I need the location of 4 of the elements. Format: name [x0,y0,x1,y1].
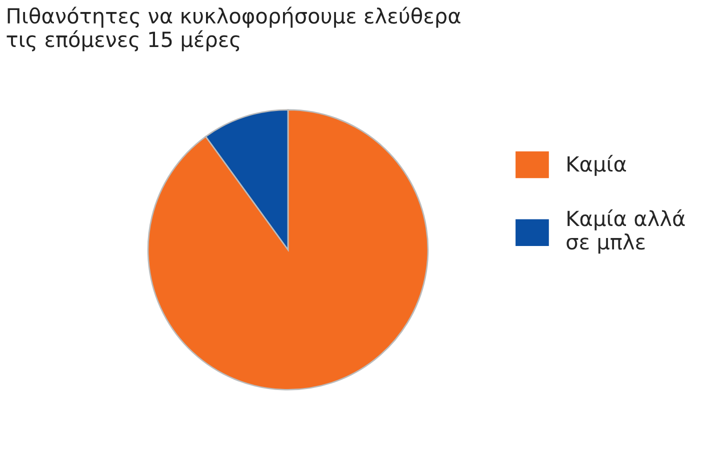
legend-label: Καμία αλλά σε μπλε [566,209,685,254]
chart-title: Πιθανότητες να κυκλοφορήσουμε ελεύθερα τις επόμενες 15 μέρες [6,6,460,52]
pie-slice [147,109,429,390]
legend-label: Καμία [568,154,626,176]
